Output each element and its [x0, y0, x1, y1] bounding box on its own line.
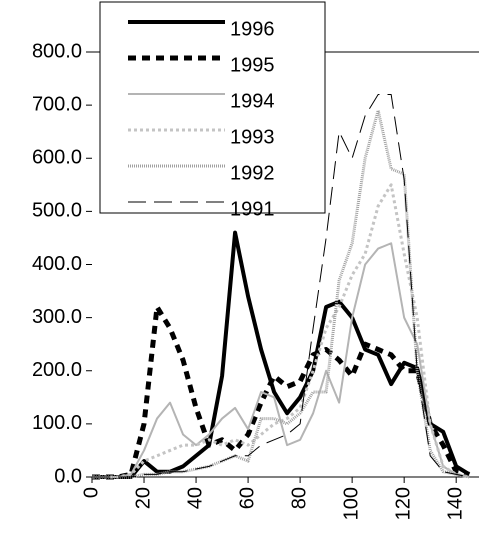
- legend-label: 1992: [230, 162, 275, 184]
- x-tick-label: 80: [288, 487, 310, 509]
- x-tick-label: 0: [80, 487, 102, 498]
- legend-label: 1993: [230, 126, 275, 148]
- legend-label: 1991: [230, 198, 275, 220]
- y-tick-label: 100.0: [32, 412, 82, 434]
- y-tick-label: 300.0: [32, 306, 82, 328]
- x-tick-label: 20: [132, 487, 154, 509]
- y-tick-label: 400.0: [32, 253, 82, 275]
- y-tick-label: 700.0: [32, 93, 82, 115]
- series-line: [92, 230, 471, 479]
- x-tick-label: 100: [340, 487, 362, 520]
- series-line: [92, 242, 470, 478]
- x-tick-label: 60: [236, 487, 258, 509]
- y-tick-label: 0.0: [54, 465, 82, 487]
- series-line: [92, 94, 470, 478]
- x-tick-label: 40: [184, 487, 206, 509]
- legend-label: 1996: [230, 18, 275, 40]
- series-line: [92, 183, 470, 479]
- y-tick-label: 800.0: [32, 40, 82, 62]
- y-tick-label: 600.0: [32, 147, 82, 169]
- x-tick-label: 140: [444, 487, 466, 520]
- x-tick-label: 120: [392, 487, 414, 520]
- series-line: [92, 304, 470, 480]
- legend: 1996 1995 1994 1993 1992 1991: [99, 1, 326, 220]
- legend-box: [99, 1, 326, 214]
- legend-label: 1995: [230, 54, 275, 76]
- y-tick-label: 500.0: [32, 200, 82, 222]
- y-tick-label: 200.0: [32, 359, 82, 381]
- legend-label: 1994: [230, 90, 275, 112]
